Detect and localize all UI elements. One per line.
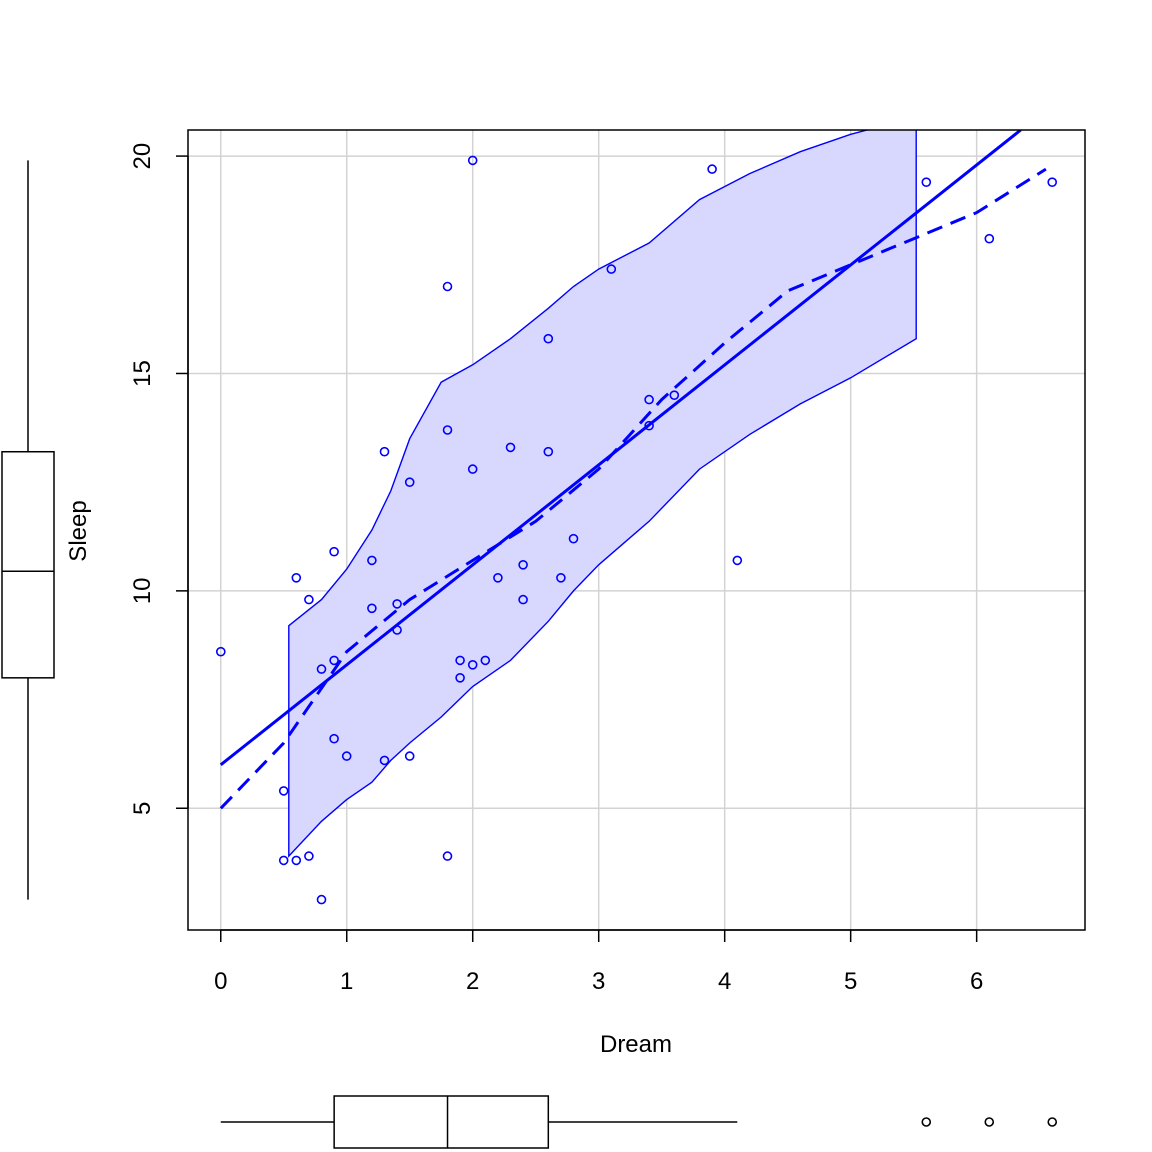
data-point-34 [543,446,554,457]
data-point-18 [392,599,402,609]
data-point-30 [493,572,503,583]
data-point-31 [505,442,516,453]
data-point-7 [316,894,327,905]
data-point-13 [367,603,377,614]
data-point-24 [455,672,465,683]
x-box-outlier-2 [1047,1117,1058,1127]
confidence-band-area [288,130,917,858]
data-point-45 [984,233,995,244]
data-point-28 [467,155,478,166]
data-point-11 [329,546,339,557]
data-point-22 [442,425,453,435]
data-point-14 [367,555,377,566]
data-point-4 [291,572,302,583]
y-axis: 5 10 15 20 [129,143,189,815]
data-point-8 [316,664,327,674]
x-axis-label: Dream [600,1031,672,1058]
data-point-19 [404,751,415,761]
data-point-0 [216,646,226,657]
data-point-2 [278,786,289,796]
smooth-line [219,167,1047,810]
data-point-41 [669,390,680,401]
x-tick-label-2: 2 [466,968,479,995]
y-tick-label-2: 15 [129,360,156,387]
data-point-1 [278,855,289,866]
x-tick-label-1: 1 [340,968,353,995]
data-point-46 [1047,177,1057,187]
data-point-20 [404,477,415,488]
data-point-21 [442,851,453,861]
data-point-3 [291,855,302,866]
confidence-band [288,130,917,858]
data-point-5 [304,851,314,861]
data-point-15 [379,755,390,766]
y-tick-label-0: 5 [129,802,156,815]
data-point-44 [921,177,932,187]
x-tick-label-0: 0 [214,968,227,995]
regression-line [219,130,1022,766]
data-point-6 [304,594,314,605]
data-point-35 [543,333,554,344]
fit-lines [219,130,1047,810]
x-tick-label-5: 5 [844,968,857,995]
data-point-23 [442,281,453,292]
data-point-12 [341,751,352,761]
x-box-outlier-0 [921,1117,932,1127]
y-marginal-boxplot [1,160,55,900]
data-point-25 [455,655,465,666]
data-point-39 [644,420,654,431]
data-point-37 [568,533,579,544]
y-tick-label-3: 20 [129,143,156,170]
x-tick-label-3: 3 [592,968,605,995]
data-point-42 [707,164,717,174]
x-box [333,1095,550,1149]
x-box-outlier-1 [984,1117,995,1127]
y-box [1,450,55,679]
data-point-10 [329,655,339,666]
data-point-9 [329,733,339,744]
data-point-33 [518,559,528,570]
x-marginal-boxplot [220,1095,1058,1149]
data-points [216,155,1057,905]
data-point-32 [518,594,528,605]
y-axis-label: Sleep [65,500,92,561]
data-point-26 [467,659,478,670]
data-point-27 [467,464,478,474]
data-point-43 [732,555,743,566]
x-tick-label-6: 6 [970,968,983,995]
x-tick-label-4: 4 [718,968,731,995]
data-point-16 [379,446,390,457]
data-point-40 [644,394,654,405]
data-point-17 [392,625,402,635]
x-axis: 0 1 2 3 4 5 6 [214,929,983,995]
data-point-36 [556,572,566,583]
data-point-29 [480,655,491,666]
data-point-38 [606,264,617,274]
y-tick-label-1: 10 [129,578,156,605]
